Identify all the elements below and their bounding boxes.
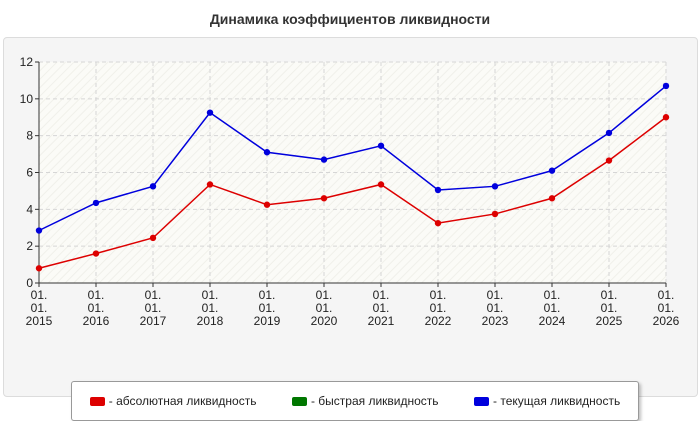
- data-point-2: [605, 129, 613, 137]
- data-point-0: [263, 201, 271, 208]
- y-tick-label: 2: [26, 239, 33, 253]
- series-line-2: [38, 85, 667, 232]
- data-point-0: [434, 219, 442, 227]
- y-tick-label: 12: [20, 55, 34, 69]
- chart-title: Динамика коэффициентов ликвидности: [209, 11, 491, 27]
- y-tick-label: 10: [20, 92, 34, 106]
- y-tick-label: 0: [26, 276, 33, 290]
- data-point-2: [206, 109, 214, 116]
- chart-plot: 0 2 4 6 8 10 12 01. 01. 2015 01. 01. 2016 01. 01. 2017 0…: [20, 55, 680, 328]
- legend-swatch: [474, 396, 490, 406]
- chart-panel: 0 2 4 6 8 10 12 01. 01. 2015 01. 01. 2016 01. 01. 2017 0…: [3, 37, 698, 421]
- data-point-2: [92, 199, 100, 207]
- data-point-2: [377, 142, 385, 149]
- data-point-0: [92, 250, 100, 257]
- x-tick-label: 01. 01. 2020: [311, 288, 338, 328]
- x-tick-label: 01. 01. 2024: [539, 288, 566, 328]
- legend-item-2: - текущая ликвидность: [474, 394, 620, 408]
- data-point-0: [548, 195, 556, 202]
- legend-label: - быстрая ликвидность: [310, 394, 439, 408]
- data-point-0: [662, 114, 670, 121]
- data-point-2: [35, 227, 43, 234]
- data-point-2: [263, 149, 271, 156]
- legend-label: - текущая ликвидность: [493, 394, 621, 408]
- data-point-2: [320, 156, 328, 163]
- x-tick-label: 01. 01. 2015: [26, 288, 53, 328]
- x-tick-label: 01. 01. 2019: [254, 288, 281, 328]
- y-tick-label: 8: [26, 129, 33, 143]
- x-tick-label: 01. 01. 2017: [140, 288, 167, 328]
- legend-item-1: - быстрая ликвидность: [291, 394, 439, 408]
- x-tick-label: 01. 01. 2023: [482, 288, 509, 328]
- y-tick-label: 6: [26, 166, 33, 180]
- x-tick-label: 01. 01. 2025: [596, 288, 623, 328]
- x-tick-label: 01. 01. 2026: [653, 288, 680, 328]
- y-tick-label: 4: [26, 202, 33, 216]
- data-point-2: [491, 183, 499, 190]
- data-point-2: [434, 186, 442, 194]
- legend-swatch: [291, 396, 307, 406]
- x-tick-label: 01. 01. 2022: [425, 288, 452, 328]
- data-point-0: [149, 234, 157, 242]
- data-point-0: [320, 195, 328, 202]
- x-tick-label: 01. 01. 2018: [197, 288, 224, 328]
- data-point-0: [35, 265, 43, 272]
- x-tick-label: 01. 01. 2021: [368, 288, 395, 328]
- legend: - абсолютная ликвидность - быстрая ликвид…: [71, 381, 639, 421]
- data-point-0: [206, 181, 214, 188]
- legend-item-0: - абсолютная ликвидность: [89, 394, 257, 408]
- legend-label: - абсолютная ликвидность: [108, 394, 257, 408]
- data-point-0: [377, 181, 385, 188]
- plot-area: [39, 62, 666, 283]
- data-point-2: [149, 183, 157, 190]
- x-tick-label: 01. 01. 2016: [83, 288, 110, 328]
- legend-swatch: [89, 396, 105, 406]
- data-point-2: [548, 167, 556, 174]
- data-point-0: [491, 210, 499, 218]
- data-point-0: [605, 157, 613, 164]
- series-line-0: [38, 116, 667, 269]
- data-point-2: [662, 82, 670, 90]
